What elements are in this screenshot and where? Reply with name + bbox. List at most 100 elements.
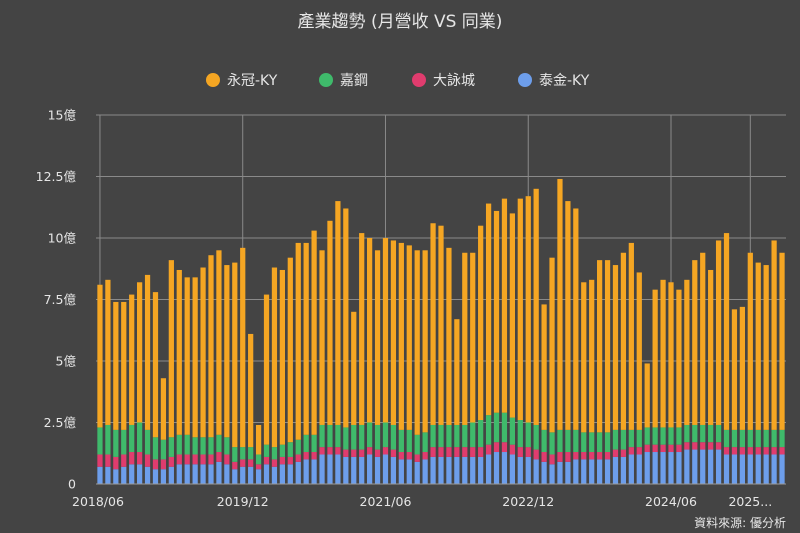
bar-group-16[interactable] (224, 265, 230, 484)
bar-group-64[interactable] (604, 260, 611, 484)
bar-yongguan-15 (216, 250, 222, 435)
bar-group-8[interactable] (160, 378, 167, 484)
bar-group-14[interactable] (208, 255, 214, 484)
bar-group-23[interactable] (279, 269, 285, 484)
bar-group-65[interactable] (612, 265, 619, 484)
bar-group-54[interactable] (525, 196, 531, 484)
bar-group-20[interactable] (255, 424, 262, 484)
bar-group-31[interactable] (343, 208, 349, 484)
bar-group-51[interactable] (501, 198, 508, 484)
bar-group-15[interactable] (216, 250, 222, 484)
bar-group-3[interactable] (121, 301, 127, 484)
bar-group-41[interactable] (422, 250, 428, 484)
bar-group-68[interactable] (636, 272, 642, 484)
bar-group-72[interactable] (668, 282, 674, 484)
legend-item-dayongcheng[interactable]: 大詠城 (412, 73, 475, 89)
bar-taijin-8 (160, 469, 167, 484)
bar-group-40[interactable] (414, 250, 420, 484)
bar-group-86[interactable] (779, 252, 785, 484)
bar-group-53[interactable] (517, 198, 523, 484)
bar-group-38[interactable] (398, 242, 404, 484)
bar-group-43[interactable] (438, 225, 444, 484)
bar-group-73[interactable] (676, 289, 682, 484)
bar-group-17[interactable] (232, 262, 238, 484)
bar-group-22[interactable] (271, 267, 278, 484)
bar-group-6[interactable] (144, 274, 151, 484)
bar-yongguan-49 (485, 203, 492, 416)
bar-group-2[interactable] (113, 301, 119, 484)
bar-yongguan-3 (121, 301, 127, 430)
bar-taijin-84 (763, 454, 769, 484)
bar-group-29[interactable] (327, 220, 333, 484)
bar-group-61[interactable] (581, 282, 587, 484)
bar-group-69[interactable] (644, 363, 650, 484)
bar-group-76[interactable] (700, 252, 706, 484)
legend-item-taijin[interactable]: 泰金-KY (518, 73, 590, 89)
bar-group-45[interactable] (454, 319, 460, 484)
bar-group-12[interactable] (192, 277, 198, 484)
bar-group-5[interactable] (137, 282, 143, 484)
bar-group-50[interactable] (493, 210, 500, 484)
bar-jiagang-3 (121, 429, 127, 455)
bar-group-34[interactable] (367, 238, 373, 484)
bar-group-52[interactable] (509, 213, 515, 484)
bar-group-11[interactable] (184, 277, 190, 484)
legend-item-yongguan[interactable]: 永冠-KY (206, 73, 278, 89)
bar-group-79[interactable] (723, 233, 730, 484)
bar-group-78[interactable] (715, 240, 722, 484)
bar-group-48[interactable] (478, 225, 484, 484)
bar-group-56[interactable] (541, 304, 547, 484)
bar-group-21[interactable] (263, 294, 270, 484)
bar-group-27[interactable] (311, 230, 317, 484)
bar-group-9[interactable] (168, 260, 174, 484)
bar-group-82[interactable] (747, 252, 753, 484)
bar-group-10[interactable] (176, 269, 182, 484)
bar-group-81[interactable] (739, 306, 745, 484)
bar-yongguan-84 (763, 265, 769, 430)
bar-group-26[interactable] (303, 242, 309, 484)
bar-group-58[interactable] (557, 178, 563, 484)
bar-group-25[interactable] (295, 242, 301, 484)
bar-group-70[interactable] (652, 289, 658, 484)
bar-group-24[interactable] (287, 257, 293, 484)
bar-group-42[interactable] (430, 223, 436, 484)
bar-group-44[interactable] (446, 247, 452, 484)
bar-group-55[interactable] (533, 188, 539, 484)
bar-group-18[interactable] (240, 247, 246, 484)
bar-group-84[interactable] (763, 265, 769, 484)
bar-group-49[interactable] (485, 203, 492, 484)
bar-group-13[interactable] (200, 267, 206, 484)
bar-group-80[interactable] (731, 309, 738, 484)
bar-group-62[interactable] (589, 279, 595, 484)
bar-group-63[interactable] (597, 260, 603, 484)
bar-group-60[interactable] (573, 208, 579, 484)
bar-group-83[interactable] (755, 262, 761, 484)
bar-group-39[interactable] (406, 245, 412, 484)
bar-group-47[interactable] (470, 252, 476, 484)
bar-group-85[interactable] (771, 240, 777, 484)
bar-dayongcheng-52 (509, 444, 515, 455)
bar-group-33[interactable] (359, 233, 365, 484)
bar-group-4[interactable] (129, 294, 135, 484)
bar-group-59[interactable] (565, 201, 571, 484)
bar-group-77[interactable] (708, 269, 714, 484)
bar-group-67[interactable] (628, 242, 634, 484)
legend-item-jiagang[interactable]: 嘉鋼 (319, 73, 368, 89)
bar-group-74[interactable] (684, 279, 690, 484)
bar-group-30[interactable] (335, 201, 341, 484)
bar-group-66[interactable] (620, 252, 627, 484)
bar-group-36[interactable] (382, 238, 389, 484)
bar-taijin-20 (255, 469, 262, 484)
bar-group-32[interactable] (351, 311, 357, 484)
bar-group-37[interactable] (390, 240, 397, 484)
bar-group-28[interactable] (319, 250, 325, 484)
bar-group-7[interactable] (152, 292, 159, 484)
bar-group-0[interactable] (97, 284, 103, 484)
bar-group-46[interactable] (462, 252, 468, 484)
bar-group-35[interactable] (374, 250, 381, 484)
bar-group-71[interactable] (660, 279, 666, 484)
bar-group-1[interactable] (105, 279, 111, 484)
bar-group-57[interactable] (549, 257, 555, 484)
bar-group-19[interactable] (248, 333, 254, 484)
bar-group-75[interactable] (692, 260, 698, 484)
